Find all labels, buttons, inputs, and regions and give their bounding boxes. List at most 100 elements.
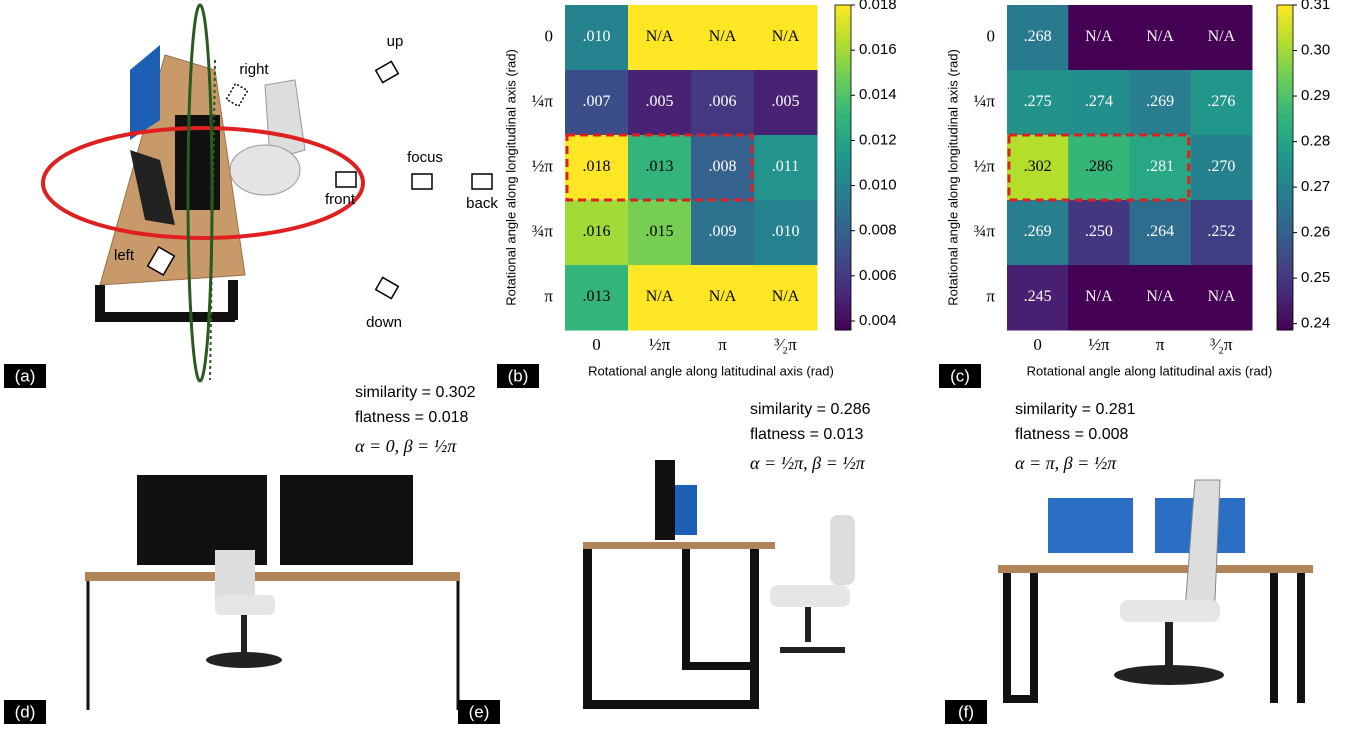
colorbar-segment bbox=[1277, 227, 1293, 233]
panel-f-drawing bbox=[998, 479, 1313, 703]
heatmap-cell bbox=[1190, 5, 1253, 71]
colorbar-tick-label: 0.29 bbox=[1301, 87, 1330, 104]
heatmap-cell bbox=[1007, 5, 1069, 71]
colorbar-segment bbox=[835, 48, 851, 55]
heatmap-cell bbox=[1129, 200, 1192, 266]
angle-label: α = ½π, β = ½π bbox=[750, 453, 866, 473]
colorbar-segment bbox=[1277, 70, 1293, 76]
colorbar-segment bbox=[1277, 124, 1293, 131]
colorbar-tick-label: 0.31 bbox=[1301, 0, 1330, 13]
colorbar-segment bbox=[835, 129, 851, 136]
colorbar-segment bbox=[1277, 270, 1293, 277]
colorbar-segment bbox=[835, 302, 851, 309]
x-axis-label: Rotational angle along latitudinal axis … bbox=[588, 363, 834, 378]
colorbar-segment bbox=[1277, 53, 1293, 60]
angle-label: α = π, β = ½π bbox=[1015, 453, 1117, 473]
cell-label: .264 bbox=[1146, 223, 1174, 240]
heatmap-cell bbox=[565, 265, 629, 331]
colorbar-segment bbox=[1277, 10, 1293, 17]
colorbar-segment bbox=[1277, 48, 1293, 55]
colorbar-segment bbox=[1277, 232, 1293, 239]
colorbar-segment bbox=[835, 124, 851, 131]
colorbar-tick-label: 0.016 bbox=[859, 41, 897, 58]
colorbar-segment bbox=[1277, 129, 1293, 136]
colorbar-segment bbox=[1277, 32, 1293, 38]
cell-label: .015 bbox=[646, 223, 674, 240]
colorbar-segment bbox=[1277, 107, 1293, 114]
colorbar-segment bbox=[835, 248, 851, 255]
colorbar-frame bbox=[834, 4, 852, 331]
colorbar-segment bbox=[1277, 243, 1293, 250]
colorbar-segment bbox=[1277, 237, 1293, 244]
colorbar-segment bbox=[835, 107, 851, 114]
colorbar-segment bbox=[1277, 194, 1293, 201]
colorbar-segment bbox=[1277, 265, 1293, 271]
colorbar-tick-label: 0.008 bbox=[859, 222, 897, 239]
heatmap-cell bbox=[1068, 5, 1130, 71]
cell-label: .010 bbox=[583, 28, 611, 45]
colorbar-segment bbox=[1277, 167, 1293, 174]
colorbar-segment bbox=[835, 200, 851, 206]
heatmap-cell bbox=[1129, 265, 1192, 331]
colorbar-segment bbox=[835, 118, 851, 125]
x-tick-label: 0 bbox=[592, 335, 601, 354]
colorbar-segment bbox=[1277, 292, 1293, 298]
colorbar-segment bbox=[835, 102, 851, 109]
cell-label: .252 bbox=[1207, 223, 1235, 240]
colorbar-segment bbox=[835, 205, 851, 212]
colorbar-segment bbox=[835, 189, 851, 196]
cell-label: .286 bbox=[1085, 158, 1113, 175]
colorbar-segment bbox=[835, 254, 851, 261]
colorbar-segment bbox=[835, 32, 851, 38]
colorbar-segment bbox=[1277, 21, 1293, 28]
colorbar-segment bbox=[835, 313, 851, 320]
cell-label: .250 bbox=[1085, 223, 1113, 240]
colorbar-segment bbox=[835, 64, 851, 71]
cell-label: .245 bbox=[1024, 288, 1052, 305]
panel-label: (c) bbox=[950, 366, 970, 385]
highlight-box bbox=[565, 133, 754, 202]
colorbar-segment bbox=[835, 15, 851, 22]
heatmap-cell bbox=[1007, 200, 1069, 266]
y-axis-label: Rotational angle along longitudinal axis… bbox=[945, 49, 960, 306]
cell-label: N/A bbox=[1146, 288, 1174, 305]
colorbar-segment bbox=[1277, 91, 1293, 98]
heatmap-cell bbox=[628, 5, 692, 71]
camera-label: up bbox=[387, 33, 404, 50]
colorbar-segment bbox=[835, 324, 851, 331]
cell-label: N/A bbox=[1208, 288, 1236, 305]
colorbar-segment bbox=[835, 319, 851, 326]
colorbar-segment bbox=[835, 270, 851, 277]
colorbar-segment bbox=[1277, 118, 1293, 125]
colorbar-segment bbox=[1277, 145, 1293, 152]
heatmap-cell bbox=[1068, 70, 1130, 136]
cell-label: .010 bbox=[772, 223, 800, 240]
cell-label: .268 bbox=[1024, 28, 1052, 45]
colorbar-tick-label: 0.018 bbox=[859, 0, 897, 13]
colorbar-segment bbox=[1277, 75, 1293, 82]
colorbar-segment bbox=[835, 265, 851, 271]
heatmap-cell bbox=[1129, 5, 1192, 71]
heatmap-cell bbox=[754, 200, 818, 266]
cell-label: .270 bbox=[1207, 158, 1235, 175]
colorbar-segment bbox=[835, 210, 851, 217]
colorbar-segment bbox=[835, 53, 851, 60]
panel-label-box bbox=[4, 364, 46, 388]
flatness-label: flatness = 0.018 bbox=[355, 409, 469, 426]
colorbar-tick-label: 0.012 bbox=[859, 131, 897, 148]
x-tick-label: ³⁄₂π bbox=[774, 335, 797, 354]
cell-label: .007 bbox=[583, 93, 611, 110]
heatmap-cell bbox=[1190, 200, 1253, 266]
colorbar-segment bbox=[835, 216, 851, 223]
heatmap-cell bbox=[1129, 70, 1192, 136]
heatmap-cell bbox=[1068, 265, 1130, 331]
colorbar-segment bbox=[835, 151, 851, 158]
heatmap-cell bbox=[628, 70, 692, 136]
x-tick-label: ½π bbox=[649, 335, 671, 354]
camera-label: right bbox=[239, 61, 269, 78]
colorbar-segment bbox=[1277, 178, 1293, 185]
y-tick-label: ¼π bbox=[532, 91, 554, 110]
colorbar-segment bbox=[835, 232, 851, 239]
panel-label: (d) bbox=[15, 702, 36, 721]
cell-label: .302 bbox=[1024, 158, 1052, 175]
